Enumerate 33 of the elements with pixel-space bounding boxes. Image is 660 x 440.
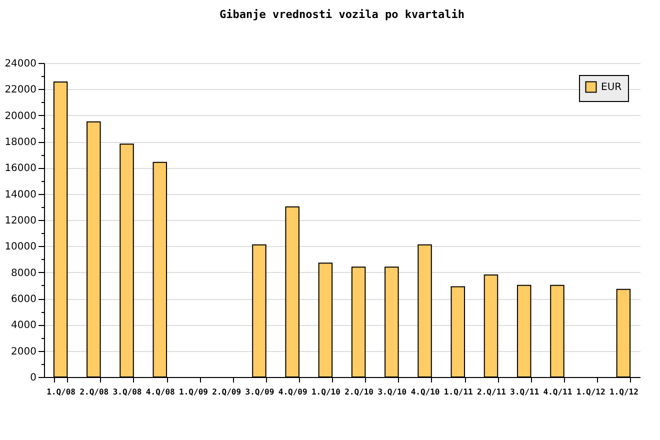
y-tick-label: 10000 [4,242,36,253]
x-tick-label: 4.Q/11 [543,388,572,396]
y-tick-label: 6000 [11,294,36,305]
x-tick-label: 1.Q/11 [444,388,474,396]
y-tick-label: 14000 [4,189,36,200]
x-tick-label: 3.Q/08 [112,388,142,396]
y-tick-label: 18000 [4,137,36,148]
x-tick-label: 1.Q/08 [46,388,76,396]
y-tick-label: 20000 [4,110,36,122]
y-tick-label: 22000 [4,84,36,96]
y-tick-label: 4000 [11,320,36,332]
x-tick-label: 1.Q/12 [609,388,639,396]
y-tick-label: 0 [30,372,36,384]
y-tick-label: 24000 [4,58,36,70]
x-tick-label: 2.Q/11 [477,388,506,396]
x-tick-label: 2.Q/09 [212,388,242,396]
x-tick-label: 4.Q/08 [146,388,176,396]
x-tick-label: 3.Q/09 [245,388,274,396]
x-tick-label: 1.Q/12 [576,388,606,396]
y-tick-label: 8000 [11,268,36,279]
x-tick-label: 4.Q/09 [278,388,308,396]
x-tick-label: 4.Q/10 [410,388,440,396]
chart-title: Gibanje vrednosti vozila po kvartalih [219,8,465,21]
x-tick-label: 3.Q/10 [378,388,407,396]
x-tick-label: 1.Q/10 [311,388,341,396]
x-tick-label: 2.Q/08 [80,388,109,396]
x-tick-label: 1.Q/09 [179,388,208,396]
x-tick-label: 2.Q/10 [344,388,374,396]
y-tick-label: 12000 [4,216,36,226]
y-tick-label: 2000 [11,346,36,358]
y-tick-label: 16000 [4,163,36,174]
legend-label: EUR [601,82,622,93]
x-tick-label: 3.Q/11 [510,388,540,396]
